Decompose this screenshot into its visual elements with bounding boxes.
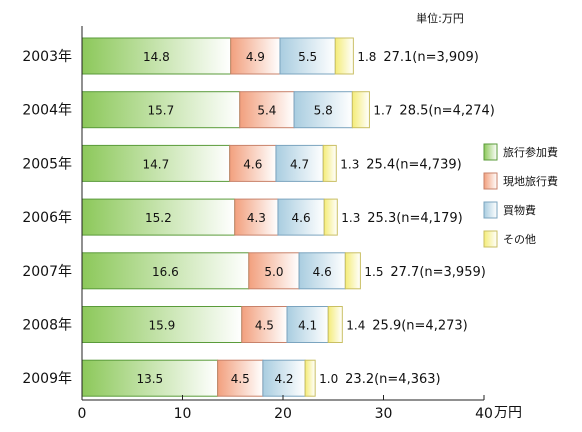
bar-segment xyxy=(334,37,354,75)
bar-segment xyxy=(241,306,288,343)
bar-segment xyxy=(262,359,306,397)
bar-segment xyxy=(229,144,277,182)
x-tick-label: 10 xyxy=(174,406,192,422)
total-label: 27.7(n=3,959) xyxy=(390,265,485,280)
bar-segment xyxy=(286,306,329,343)
segment-value-label: 1.8 xyxy=(357,50,376,64)
x-tick-label: 40 xyxy=(475,406,493,422)
bar-segment xyxy=(322,144,337,182)
category-label: 2007年 xyxy=(22,264,72,280)
bar-segment xyxy=(81,144,231,182)
segment-value-label: 5.0 xyxy=(264,265,283,279)
category-label: 2003年 xyxy=(22,49,72,65)
bar-segment xyxy=(81,37,232,75)
segment-value-label: 4.9 xyxy=(246,50,265,64)
x-axis-unit: 万円 xyxy=(494,405,522,421)
legend-swatch xyxy=(483,201,498,219)
legend-label: 買物費 xyxy=(503,203,536,217)
total-label: 28.5(n=4,274) xyxy=(399,104,494,119)
segment-value-label: 16.6 xyxy=(152,265,179,279)
segment-value-label: 15.9 xyxy=(149,319,176,333)
legend-label: 旅行参加費 xyxy=(503,145,558,159)
total-label: 27.1(n=3,909) xyxy=(383,50,478,65)
segment-value-label: 5.4 xyxy=(257,104,276,118)
segment-value-label: 4.2 xyxy=(274,372,293,386)
segment-value-label: 1.5 xyxy=(364,265,383,279)
x-tick-label: 30 xyxy=(375,406,393,422)
bar-segment xyxy=(81,198,236,236)
bar-segment xyxy=(323,198,338,236)
bar-segment xyxy=(248,252,300,290)
bar-segment xyxy=(217,359,264,397)
bar-segment xyxy=(351,91,370,129)
segment-value-label: 14.8 xyxy=(143,50,170,64)
bar-segment xyxy=(277,198,325,236)
segment-value-label: 5.8 xyxy=(314,104,333,118)
segment-value-label: 4.6 xyxy=(313,265,332,279)
category-label: 2009年 xyxy=(22,371,72,387)
total-label: 25.4(n=4,739) xyxy=(366,157,461,172)
bar-segment xyxy=(293,91,353,129)
segment-value-label: 15.7 xyxy=(148,104,175,118)
segment-value-label: 14.7 xyxy=(143,157,170,171)
bar-segment xyxy=(239,91,295,129)
total-label: 23.2(n=4,363) xyxy=(345,372,440,387)
segment-value-label: 5.5 xyxy=(298,50,317,64)
total-label: 25.9(n=4,273) xyxy=(372,319,467,334)
segment-value-label: 4.5 xyxy=(231,372,250,386)
x-tick-label: 20 xyxy=(274,406,292,422)
segment-value-label: 1.3 xyxy=(341,211,360,225)
bar-segment xyxy=(81,359,219,397)
segment-value-label: 4.7 xyxy=(290,157,309,171)
segment-value-label: 15.2 xyxy=(145,211,172,225)
segment-value-label: 4.6 xyxy=(243,157,262,171)
bar-segment xyxy=(327,306,343,343)
legend-swatch xyxy=(483,143,498,161)
category-label: 2006年 xyxy=(22,210,72,226)
legend-swatch xyxy=(483,230,498,248)
bar-segment xyxy=(275,144,324,182)
segment-value-label: 13.5 xyxy=(136,372,163,386)
segment-value-label: 4.3 xyxy=(247,211,266,225)
bar-segment xyxy=(81,252,250,290)
legend-swatch xyxy=(483,172,498,190)
segment-value-label: 4.1 xyxy=(298,319,317,333)
segment-value-label: 1.4 xyxy=(346,319,365,333)
segment-value-label: 4.5 xyxy=(255,319,274,333)
legend-label: 現地旅行費 xyxy=(503,174,558,188)
total-label: 25.3(n=4,179) xyxy=(367,211,462,226)
bar-segment xyxy=(230,37,281,75)
bar-segment xyxy=(304,359,316,397)
bar-segment xyxy=(344,252,361,290)
segment-value-label: 1.0 xyxy=(319,372,338,386)
segment-value-label: 1.3 xyxy=(340,157,359,171)
legend-label: その他 xyxy=(503,233,536,246)
segment-value-label: 1.7 xyxy=(373,104,392,118)
segment-value-label: 4.6 xyxy=(292,211,311,225)
bar-segment xyxy=(279,37,336,75)
x-tick-label: 0 xyxy=(78,406,87,422)
category-label: 2008年 xyxy=(22,318,72,334)
unit-label: 単位:万円 xyxy=(416,11,464,25)
category-label: 2004年 xyxy=(22,103,72,119)
category-label: 2005年 xyxy=(22,156,72,172)
